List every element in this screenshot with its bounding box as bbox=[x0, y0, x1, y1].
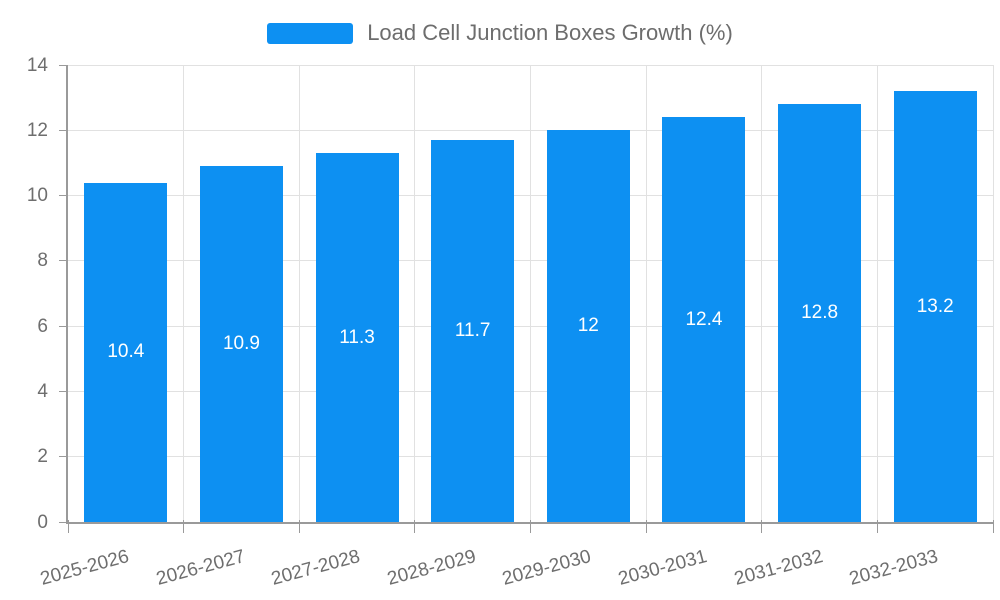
y-tick-label: 14 bbox=[26, 54, 48, 76]
gridline-vertical bbox=[183, 65, 185, 522]
y-tick-label: 6 bbox=[37, 315, 48, 337]
bar-value-label: 13.2 bbox=[916, 295, 954, 317]
bar: 12 bbox=[546, 130, 630, 522]
x-axis-tick bbox=[645, 520, 647, 533]
x-tick-label: 2030-2031 bbox=[616, 546, 710, 590]
x-axis-tick bbox=[530, 520, 531, 533]
y-axis-tick bbox=[59, 390, 68, 392]
y-tick-label: 0 bbox=[37, 511, 48, 533]
bar: 11.3 bbox=[315, 153, 399, 522]
bar: 12.8 bbox=[778, 104, 862, 522]
x-tick-label: 2031-2032 bbox=[731, 546, 825, 590]
x-tick-label: 2032-2033 bbox=[847, 546, 941, 590]
y-axis-tick bbox=[59, 521, 68, 523]
bar-value-label: 10.9 bbox=[222, 333, 260, 355]
bar: 10.4 bbox=[84, 182, 168, 522]
bar-value-label: 12.4 bbox=[685, 308, 723, 330]
gridline-vertical bbox=[876, 65, 878, 522]
gridline-vertical bbox=[645, 65, 647, 522]
y-axis-tick bbox=[59, 325, 68, 327]
x-tick-label: 2026-2027 bbox=[153, 546, 247, 590]
gridline-vertical bbox=[414, 65, 416, 522]
y-tick-label: 2 bbox=[37, 446, 48, 468]
bar: 13.2 bbox=[893, 91, 977, 522]
plot-area: 0 2 4 6 8 10 12 14 10.4 2025-2026 10.9 2026-2027 11.… bbox=[27, 55, 994, 590]
bar: 10.9 bbox=[199, 166, 283, 522]
x-tick-label: 2025-2026 bbox=[38, 546, 132, 590]
legend-label: Load Cell Junction Boxes Growth (%) bbox=[367, 20, 733, 45]
x-axis-tick bbox=[183, 520, 185, 533]
y-axis-tick bbox=[59, 456, 68, 458]
bar: 11.7 bbox=[431, 140, 515, 522]
x-axis-tick bbox=[992, 520, 994, 533]
y-axis-tick bbox=[59, 64, 68, 66]
x-axis-tick bbox=[67, 520, 69, 533]
x-axis-tick bbox=[414, 520, 416, 533]
bar-value-label: 12 bbox=[577, 315, 599, 337]
bar-value-label: 12.8 bbox=[801, 302, 839, 324]
x-tick-label: 2027-2028 bbox=[269, 546, 363, 590]
y-axis-tick bbox=[59, 195, 68, 197]
y-tick-label: 4 bbox=[37, 380, 48, 402]
gridline-vertical bbox=[530, 65, 531, 522]
y-axis-tick bbox=[59, 129, 68, 131]
gridline-vertical bbox=[298, 65, 300, 522]
x-tick-label: 2028-2029 bbox=[384, 546, 479, 590]
bar-value-label: 11.7 bbox=[454, 320, 491, 342]
y-tick-label: 10 bbox=[26, 185, 48, 207]
x-axis-tick bbox=[761, 520, 763, 533]
y-axis-tick bbox=[59, 260, 68, 262]
bar-value-label: 11.3 bbox=[339, 326, 375, 348]
bar-value-label: 10.4 bbox=[107, 341, 145, 363]
gridline-vertical bbox=[761, 65, 763, 522]
x-axis-tick bbox=[876, 520, 878, 533]
gridline-vertical bbox=[992, 65, 994, 522]
y-tick-label: 12 bbox=[26, 119, 48, 141]
x-axis-tick bbox=[298, 520, 300, 533]
x-tick-label: 2029-2030 bbox=[500, 546, 594, 590]
legend-item[interactable]: Load Cell Junction Boxes Growth (%) bbox=[0, 20, 1000, 46]
y-tick-label: 8 bbox=[37, 250, 48, 272]
legend-swatch-icon bbox=[267, 22, 354, 44]
bar: 12.4 bbox=[662, 117, 746, 522]
